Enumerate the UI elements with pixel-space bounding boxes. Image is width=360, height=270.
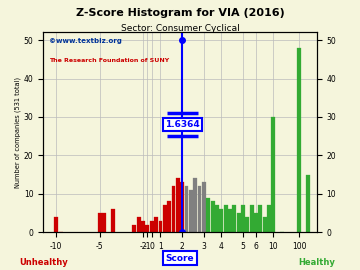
Bar — [132, 225, 136, 232]
Bar — [250, 205, 253, 232]
Bar — [254, 213, 258, 232]
Bar — [158, 221, 162, 232]
Bar — [202, 182, 206, 232]
Bar — [211, 201, 215, 232]
Bar — [271, 117, 275, 232]
Bar — [224, 205, 228, 232]
Bar — [219, 209, 223, 232]
Bar — [102, 213, 106, 232]
Bar — [180, 182, 184, 232]
Bar — [241, 205, 245, 232]
Text: Sector: Consumer Cyclical: Sector: Consumer Cyclical — [121, 24, 239, 33]
Bar — [215, 205, 219, 232]
Bar — [246, 217, 249, 232]
Bar — [163, 205, 167, 232]
Bar — [198, 186, 202, 232]
Bar — [141, 221, 145, 232]
Bar — [167, 201, 171, 232]
Bar — [111, 209, 114, 232]
Bar — [185, 186, 189, 232]
Text: Z-Score Histogram for VIA (2016): Z-Score Histogram for VIA (2016) — [76, 8, 284, 18]
Text: The Research Foundation of SUNY: The Research Foundation of SUNY — [49, 58, 169, 63]
Text: 1.6364: 1.6364 — [165, 120, 199, 129]
Bar — [176, 178, 180, 232]
Bar — [171, 186, 175, 232]
Y-axis label: Number of companies (531 total): Number of companies (531 total) — [14, 77, 21, 188]
Bar — [145, 225, 149, 232]
Bar — [267, 205, 271, 232]
Text: Healthy: Healthy — [298, 258, 335, 267]
Bar — [193, 178, 197, 232]
Bar — [297, 48, 301, 232]
Bar — [137, 217, 141, 232]
Bar — [150, 221, 154, 232]
Bar — [98, 213, 102, 232]
Bar — [237, 213, 240, 232]
Bar — [54, 217, 58, 232]
X-axis label: Score: Score — [166, 254, 194, 263]
Text: Unhealthy: Unhealthy — [19, 258, 68, 267]
Bar — [189, 190, 193, 232]
Bar — [206, 198, 210, 232]
Bar — [258, 205, 262, 232]
Bar — [306, 175, 310, 232]
Bar — [154, 217, 158, 232]
Text: ©www.textbiz.org: ©www.textbiz.org — [49, 38, 122, 44]
Bar — [263, 217, 267, 232]
Bar — [232, 205, 236, 232]
Bar — [228, 209, 232, 232]
